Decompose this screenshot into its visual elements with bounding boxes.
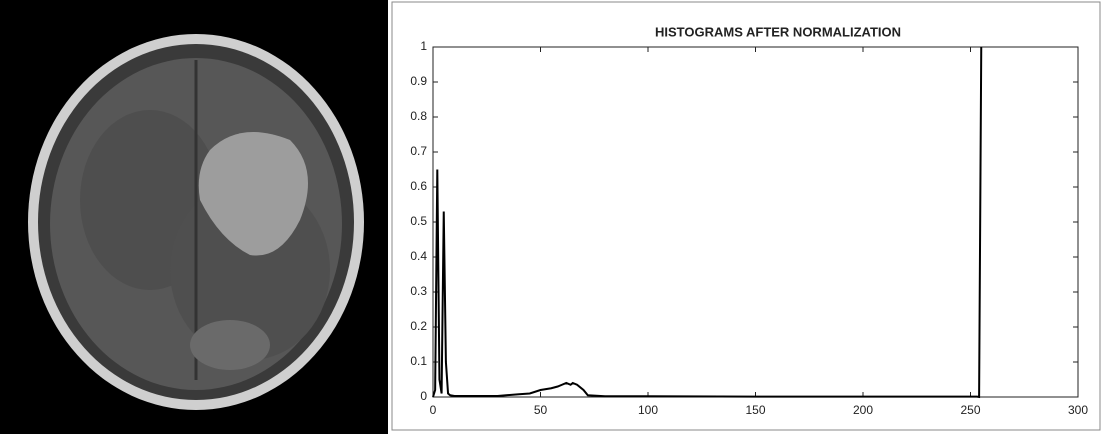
x-tick-label: 300 [1068,403,1088,417]
data-line [432,46,983,399]
y-tick-label: 0 [420,389,427,403]
y-tick-label: 1 [420,39,427,53]
y-tick-label: 0.1 [410,354,427,368]
x-tick-label: 150 [745,403,765,417]
y-tick-label: 0.2 [410,319,427,333]
chart-frame [391,1,1101,431]
y-tick-label: 0.5 [410,214,427,228]
y-tick-label: 0.6 [410,179,427,193]
x-tick-label: 50 [534,403,548,417]
x-tick-label: 200 [853,403,873,417]
x-tick-label: 100 [638,403,658,417]
y-tick-label: 0.9 [410,74,427,88]
x-tick-label: 0 [430,403,437,417]
x-tick-label: 250 [960,403,980,417]
y-tick-label: 0.8 [410,109,427,123]
chart-title: HISTOGRAMS AFTER NORMALIZATION [655,24,901,39]
y-tick-label: 0.4 [410,249,427,263]
y-tick-label: 0.3 [410,284,427,298]
mri-scan [28,34,364,410]
y-tick-label: 0.7 [410,144,427,158]
